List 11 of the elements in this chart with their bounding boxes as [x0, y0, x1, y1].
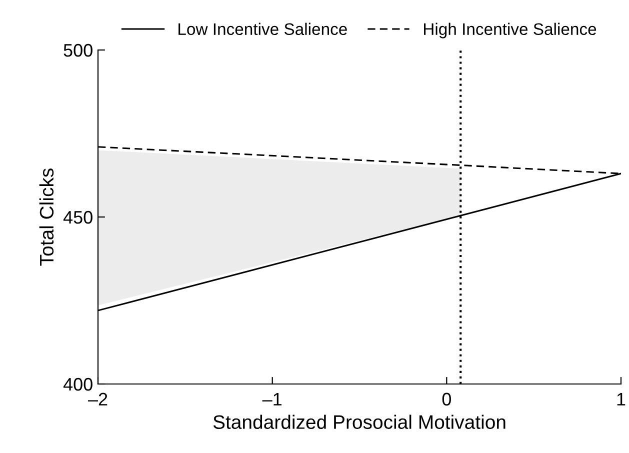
- x-axis-title: Standardized Prosocial Motivation: [213, 414, 506, 430]
- x-tick-label: 0: [442, 392, 451, 406]
- x-tick-label: –1: [262, 392, 282, 406]
- y-tick-label: 450: [63, 210, 92, 224]
- x-tick-label: –2: [88, 392, 108, 406]
- x-tick-label: 1: [617, 392, 626, 406]
- legend-label: High Incentive Salience: [424, 22, 596, 38]
- legend-label: Low Incentive Salience: [178, 22, 347, 36]
- y-tick-label: 400: [63, 378, 92, 391]
- y-axis-title: Total Clicks: [39, 168, 54, 266]
- y-tick-label: 500: [64, 44, 92, 57]
